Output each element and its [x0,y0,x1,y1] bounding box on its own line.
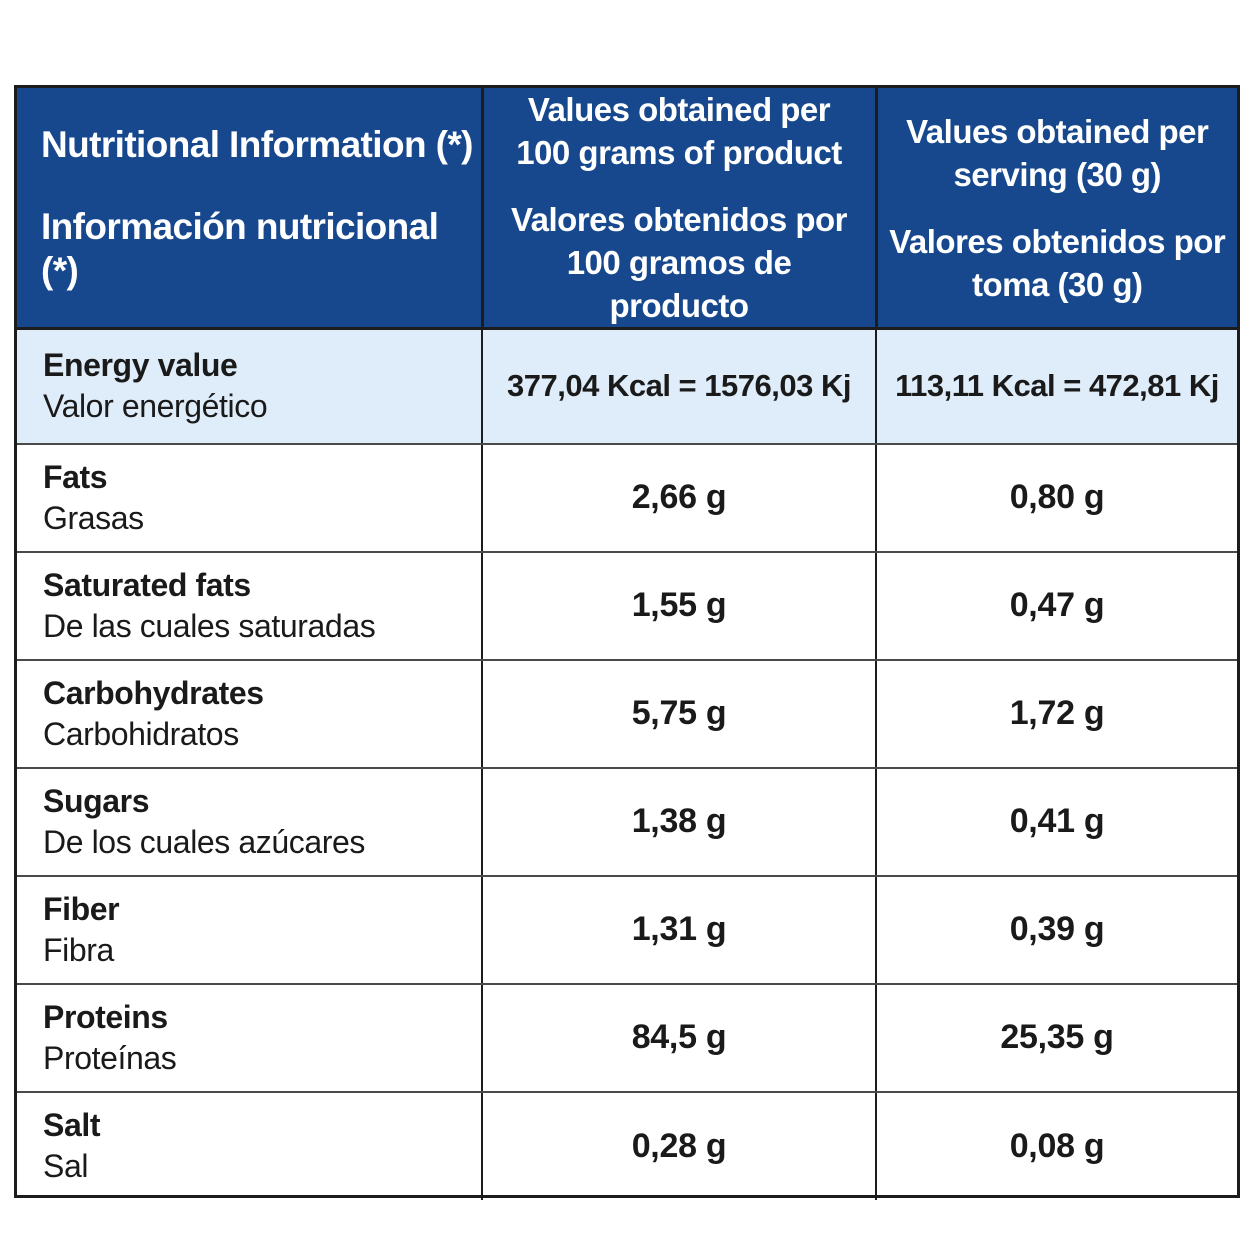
table-row-fiber: Fiber Fibra 1,31 g 0,39 g [17,875,1237,985]
header-per-100g-es-line1: Valores obtenidos por [510,201,848,238]
value-per-100g: 2,66 g [482,443,877,553]
value-per-serving: 0,39 g [876,875,1237,985]
header-per-100g-en-line2: 100 grams of product [516,134,842,171]
value-per-100g: 84,5 g [482,983,877,1093]
row-label-es: Sal [43,1148,89,1184]
header-per-serving-en-line2: serving (30 g) [953,155,1162,193]
row-label: Energy value Valor energético [17,328,483,445]
value-per-100g: 1,31 g [482,875,877,985]
header-per-100g-es: Valores obtenidos por 100 gramos de produ… [494,198,865,327]
row-label-en: Sugars [43,782,150,819]
row-label: Sugars De los cuales azúcares [17,767,483,877]
row-label-en: Salt [43,1107,101,1143]
header-title-es: Información nutricional (*) [41,205,439,291]
header-per-serving-es-line2: toma (30 g) [971,265,1143,303]
value-per-serving: 25,35 g [876,983,1237,1093]
value-per-serving: 1,72 g [876,659,1237,769]
value-per-serving: 0,41 g [876,767,1237,877]
row-label-es: Carbohidratos [43,715,239,752]
header-per-100g: Values obtained per 100 grams of product … [482,88,878,330]
row-label-en: Fats [43,458,108,495]
row-label: Carbohydrates Carbohidratos [17,659,483,769]
header-row: Nutritional Information (*) Información … [17,88,1237,330]
table-row-salt: Salt Sal 0,28 g 0,08 g [17,1091,1237,1200]
row-label: Saturated fats De las cuales saturadas [17,551,483,661]
header-per-serving: Values obtained per serving (30 g) Valore… [876,88,1237,330]
row-label-es: De los cuales azúcares [43,823,366,860]
value-per-serving: 113,11 Kcal = 472,81 Kj [876,328,1237,445]
row-label-en: Proteins [43,998,168,1035]
value-per-100g: 5,75 g [482,659,877,769]
table-row-sugars: Sugars De los cuales azúcares 1,38 g 0,4… [17,767,1237,877]
row-label-en: Carbohydrates [43,674,264,711]
header-nutritional-information: Nutritional Information (*) Información … [17,88,484,330]
header-per-100g-es-line2: 100 gramos de producto [566,244,792,324]
table-row-fats: Fats Grasas 2,66 g 0,80 g [17,443,1237,553]
header-per-serving-es-line1: Valores obtenidos por [889,222,1226,260]
value-per-serving: 0,80 g [876,443,1237,553]
header-per-serving-es: Valores obtenidos por toma (30 g) [888,220,1228,306]
table-row-saturated-fats: Saturated fats De las cuales saturadas 1… [17,551,1237,661]
row-label: Salt Sal [17,1091,483,1200]
header-per-serving-en: Values obtained per serving (30 g) [888,110,1228,196]
table-row-proteins: Proteins Proteínas 84,5 g 25,35 g [17,983,1237,1093]
header-per-100g-en-line1: Values obtained per [527,91,831,128]
value-per-100g: 377,04 Kcal = 1576,03 Kj [482,328,877,445]
table-row-energy: Energy value Valor energético 377,04 Kca… [17,328,1237,445]
row-label-es: Grasas [43,499,144,536]
row-label-en: Energy value [43,347,238,384]
value-per-serving: 0,08 g [1009,1126,1105,1165]
nutrition-table: Nutritional Information (*) Información … [14,85,1240,1200]
header-per-100g-en: Values obtained per 100 grams of product [494,88,865,174]
header-per-serving-en-line1: Values obtained per [906,112,1209,150]
row-label: Fiber Fibra [17,875,483,985]
row-label-en: Fiber [43,890,120,927]
value-per-100g: 1,55 g [482,551,877,661]
row-label: Proteins Proteínas [17,983,483,1093]
value-per-100g: 1,38 g [482,767,877,877]
value-per-100g: 0,28 g [482,1091,877,1200]
nutrition-grid: Nutritional Information (*) Información … [17,88,1237,1200]
row-label: Fats Grasas [17,443,483,553]
value-per-serving: 0,47 g [876,551,1237,661]
row-label-en: Saturated fats [43,566,251,603]
row-label-es: Valor energético [43,388,268,425]
table-row-carbohydrates: Carbohydrates Carbohidratos 5,75 g 1,72 … [17,659,1237,769]
header-title-en: Nutritional Information (*) [41,123,473,165]
row-label-es: Fibra [43,931,114,968]
row-label-es: De las cuales saturadas [43,607,376,644]
row-label-es: Proteínas [43,1039,177,1076]
